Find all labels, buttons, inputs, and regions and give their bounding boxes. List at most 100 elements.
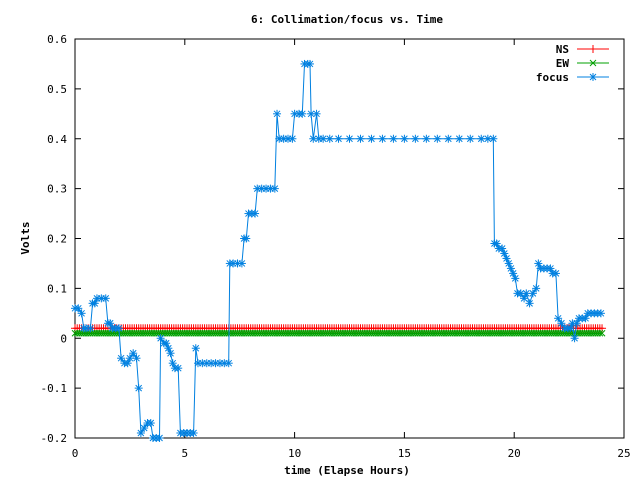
data-point-focus [146,419,155,428]
data-point-focus [129,349,138,358]
data-point-focus [511,274,520,283]
marker-stroke [589,59,597,67]
y-tick-label: 0.5 [47,83,67,96]
data-point-focus [266,184,275,193]
data-point-focus [155,434,164,442]
y-tick-label: 0.3 [47,183,67,196]
data-point-focus [367,134,376,143]
marker-stroke [74,304,82,312]
marker-stroke [298,110,306,118]
marker-stroke [598,329,606,337]
y-tick-label: -0.1 [41,382,68,395]
series-line-focus [75,63,601,439]
marker-stroke [157,334,164,342]
data-point-focus [156,334,165,343]
marker-stroke [547,265,554,272]
data-point-focus [74,304,83,313]
plot-axes [74,38,625,439]
marker-stroke [242,235,250,242]
data-point-focus [444,134,453,143]
data-point-focus [557,319,566,328]
marker-stroke [102,294,110,302]
marker-stroke [133,354,140,362]
marker-stroke [532,285,540,292]
data-point-focus [356,134,365,143]
marker-stroke [379,135,386,143]
y-tick-label: 0.1 [47,282,67,295]
marker-stroke [335,135,342,143]
legend-item-ew: EW [556,57,609,70]
data-point-focus [134,384,143,393]
marker-stroke [507,265,515,272]
data-point-focus [305,59,314,68]
data-point-focus [101,294,110,303]
y-tick-label: 0.6 [47,33,67,46]
data-point-focus [554,314,563,323]
data-point-focus [191,344,200,353]
marker-stroke [147,419,155,427]
marker-stroke [509,270,517,277]
marker-stroke [357,135,364,143]
data-point-focus [489,134,498,143]
marker-stroke [484,135,492,143]
marker-stroke [238,260,246,267]
data-point-focus [224,359,233,368]
marker-stroke [498,245,506,252]
marker-stroke [326,135,334,143]
legend-label-ns: NS [556,43,569,56]
y-axis-label: Volts [19,221,32,254]
marker-stroke [87,324,94,332]
marker-stroke [466,135,474,143]
marker-stroke [390,135,397,143]
data-point-ew [598,329,606,337]
marker-stroke [126,354,134,362]
data-point-focus [551,269,560,278]
data-point-focus [189,429,198,438]
marker-stroke [309,135,317,143]
marker-stroke [167,349,174,357]
series-focus [71,59,605,442]
x-tick-label: 20 [508,447,521,460]
marker-stroke [190,429,197,437]
legend-item-ns: NS [556,43,609,56]
series-ew [71,329,606,337]
marker-stroke [503,255,510,262]
marker-stroke [306,60,314,68]
chart-title: 6: Collimation/focus vs. Time [251,13,443,26]
data-point-focus [77,309,86,318]
marker-stroke [597,309,605,317]
marker-stroke [137,429,145,437]
marker-stroke [319,135,327,143]
data-point-focus [86,324,95,333]
marker-stroke [156,434,163,442]
marker-stroke [477,135,485,143]
marker-stroke [401,135,408,143]
marker-stroke [346,135,353,143]
data-point-focus [433,134,442,143]
x-tick-label: 25 [617,447,630,460]
marker-stroke [289,135,296,143]
legend-marker-ew [589,59,597,67]
legend-marker-ns [589,45,597,53]
data-point-focus [251,209,260,218]
data-point-focus [166,349,175,358]
legend-label-ew: EW [556,57,570,70]
marker-stroke [444,135,452,143]
data-point-focus [312,109,321,118]
data-point-focus [345,134,354,143]
marker-stroke [115,324,123,332]
marker-stroke [596,329,604,337]
marker-stroke [251,210,259,217]
marker-stroke [78,309,85,317]
axis-ticks: 0 5 10 15 20 25 -0.2 -0.1 0 0.1 0.2 0.3 0.4 0.5 0.6 [41,33,631,460]
data-point-focus [477,134,486,143]
marker-stroke [307,110,315,118]
marker-stroke [455,135,463,143]
marker-stroke [140,424,148,432]
marker-stroke [162,339,170,347]
data-point-focus [466,134,475,143]
marker-stroke [129,349,137,357]
marker-stroke [526,299,533,307]
